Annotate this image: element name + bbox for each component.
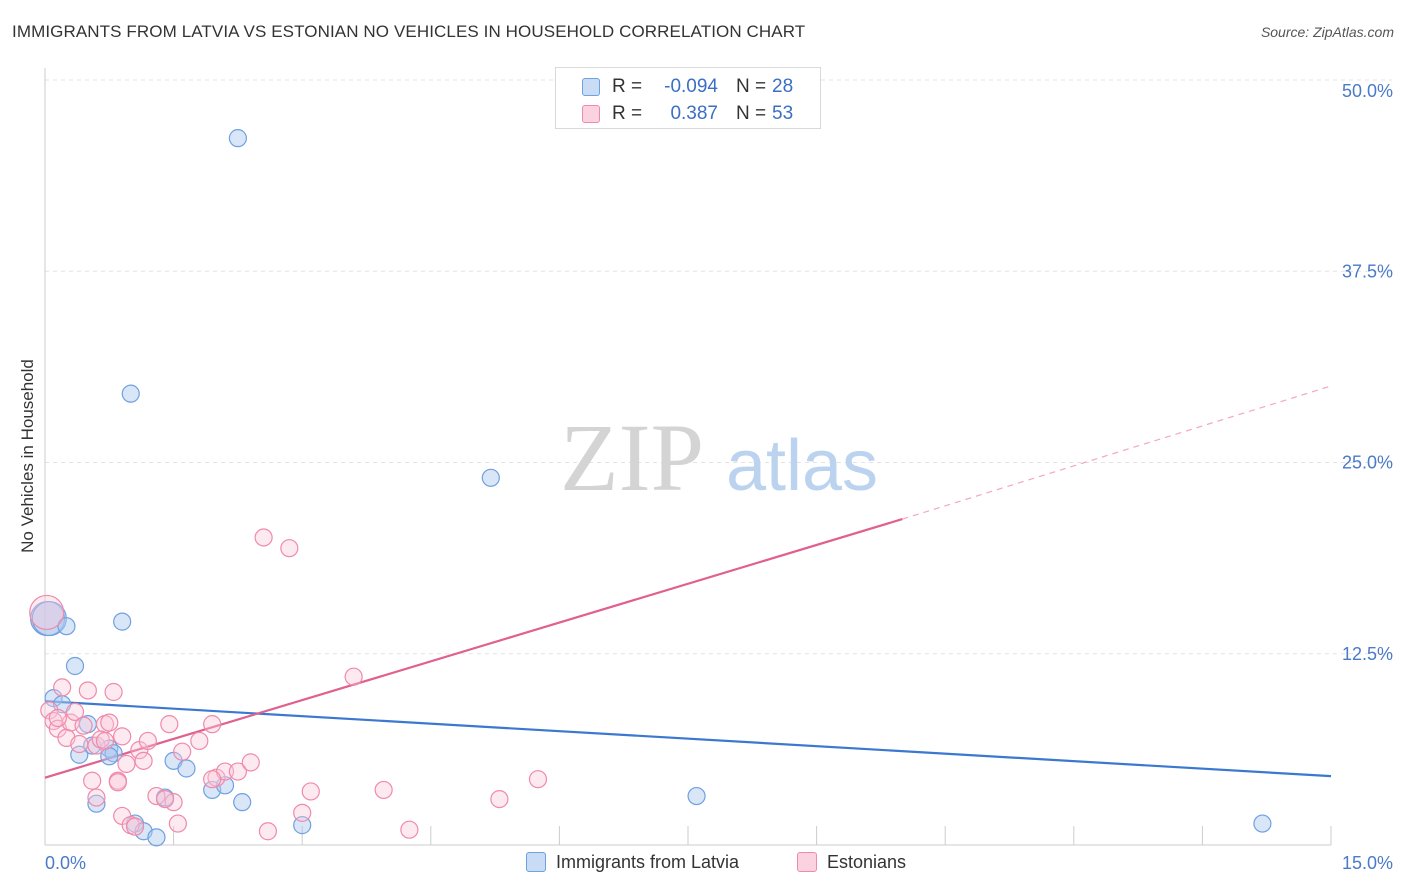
- point-estonians: [74, 716, 93, 735]
- point-estonians: [280, 539, 299, 558]
- point-estonians: [254, 528, 273, 547]
- point-estonians: [83, 771, 102, 790]
- point-estonians: [344, 667, 363, 686]
- point-estonians: [29, 594, 65, 631]
- point-estonians: [400, 820, 419, 839]
- point-latvia: [1253, 814, 1272, 833]
- r-label: R =: [612, 76, 643, 97]
- point-estonians: [258, 822, 278, 841]
- point-estonians: [78, 681, 97, 700]
- point-estonians: [104, 682, 123, 702]
- point-latvia: [147, 828, 166, 847]
- point-estonians: [134, 751, 153, 770]
- axes: [44, 68, 1332, 846]
- point-estonians: [48, 708, 67, 728]
- y-tick-label: 12.5%: [1342, 644, 1393, 664]
- point-estonians: [374, 780, 393, 800]
- point-latvia: [177, 759, 196, 778]
- point-estonians: [293, 803, 312, 822]
- point-estonians: [117, 754, 136, 774]
- point-estonians: [113, 727, 132, 746]
- legend-label-latvia: Immigrants from Latvia: [556, 852, 740, 872]
- point-estonians: [155, 789, 175, 809]
- point-latvia: [233, 793, 252, 812]
- legend-item-latvia[interactable]: Immigrants from Latvia: [526, 852, 739, 873]
- x-tick-label: 15.0%: [1342, 853, 1393, 873]
- legend-swatch-latvia: [526, 852, 546, 872]
- legend-row-latvia: R = -0.094 N = 28: [556, 74, 820, 100]
- source-label: Source: ZipAtlas.com: [1260, 24, 1394, 40]
- point-estonians: [203, 770, 222, 789]
- point-estonians: [203, 715, 222, 734]
- point-estonians: [65, 702, 85, 721]
- legend-item-estonians[interactable]: Estonians: [797, 852, 906, 873]
- trend-line-estonians-extension: [902, 385, 1332, 520]
- point-latvia: [481, 468, 500, 487]
- chart-title: IMMIGRANTS FROM LATVIA VS ESTONIAN NO VE…: [12, 22, 806, 41]
- y-tick-label: 37.5%: [1342, 261, 1393, 281]
- legend-swatch-estonians: [582, 105, 600, 123]
- r-value: -0.094: [664, 76, 718, 97]
- n-value: 53: [772, 103, 794, 124]
- point-latvia: [57, 617, 76, 636]
- legend-swatch-latvia: [582, 78, 600, 96]
- legend-swatch-estonians: [797, 852, 817, 872]
- point-estonians: [53, 678, 72, 697]
- point-latvia: [70, 745, 89, 764]
- point-estonians: [70, 734, 89, 754]
- n-value: 28: [772, 76, 794, 97]
- r-value: 0.387: [670, 103, 718, 124]
- point-latvia: [113, 612, 132, 631]
- point-estonians: [125, 817, 145, 836]
- point-estonians: [160, 715, 179, 734]
- point-latvia: [121, 384, 140, 403]
- point-estonians: [528, 770, 548, 789]
- point-latvia: [687, 786, 706, 806]
- point-estonians: [228, 762, 247, 781]
- y-tick-label: 25.0%: [1342, 453, 1393, 473]
- point-latvia: [228, 129, 247, 148]
- point-estonians: [190, 731, 209, 751]
- point-estonians: [87, 788, 106, 807]
- trend-lines: [44, 385, 1332, 779]
- data-points: [29, 129, 1272, 847]
- n-label: N =: [736, 76, 767, 97]
- correlation-legend: R = -0.094 N = 28 R = 0.387 N = 53: [555, 67, 821, 129]
- point-estonians: [241, 753, 260, 772]
- point-estonians: [95, 731, 115, 751]
- watermark: ZIP atlas: [560, 404, 878, 511]
- point-estonians: [138, 731, 157, 751]
- legend-row-estonians: R = 0.387 N = 53: [556, 101, 820, 127]
- point-estonians: [301, 782, 320, 801]
- trend-line-estonians: [44, 518, 903, 779]
- watermark-zip: ZIP: [560, 404, 704, 511]
- point-estonians: [108, 773, 127, 792]
- grid-lines: [45, 79, 1392, 655]
- n-label: N =: [736, 103, 767, 124]
- watermark-atlas: atlas: [726, 426, 878, 506]
- point-latvia: [87, 794, 106, 813]
- point-latvia: [65, 656, 85, 676]
- point-estonians: [168, 814, 187, 833]
- y-tick-label: 50.0%: [1342, 81, 1393, 101]
- point-estonians: [173, 742, 192, 761]
- point-estonians: [100, 713, 119, 732]
- point-estonians: [490, 789, 509, 809]
- tick-labels: 12.5% 25.0% 37.5% 50.0% 0.0% 15.0%: [45, 81, 1393, 873]
- r-label: R =: [612, 103, 643, 124]
- legend-label-estonians: Estonians: [827, 852, 907, 872]
- x-tick-label: 0.0%: [45, 853, 86, 873]
